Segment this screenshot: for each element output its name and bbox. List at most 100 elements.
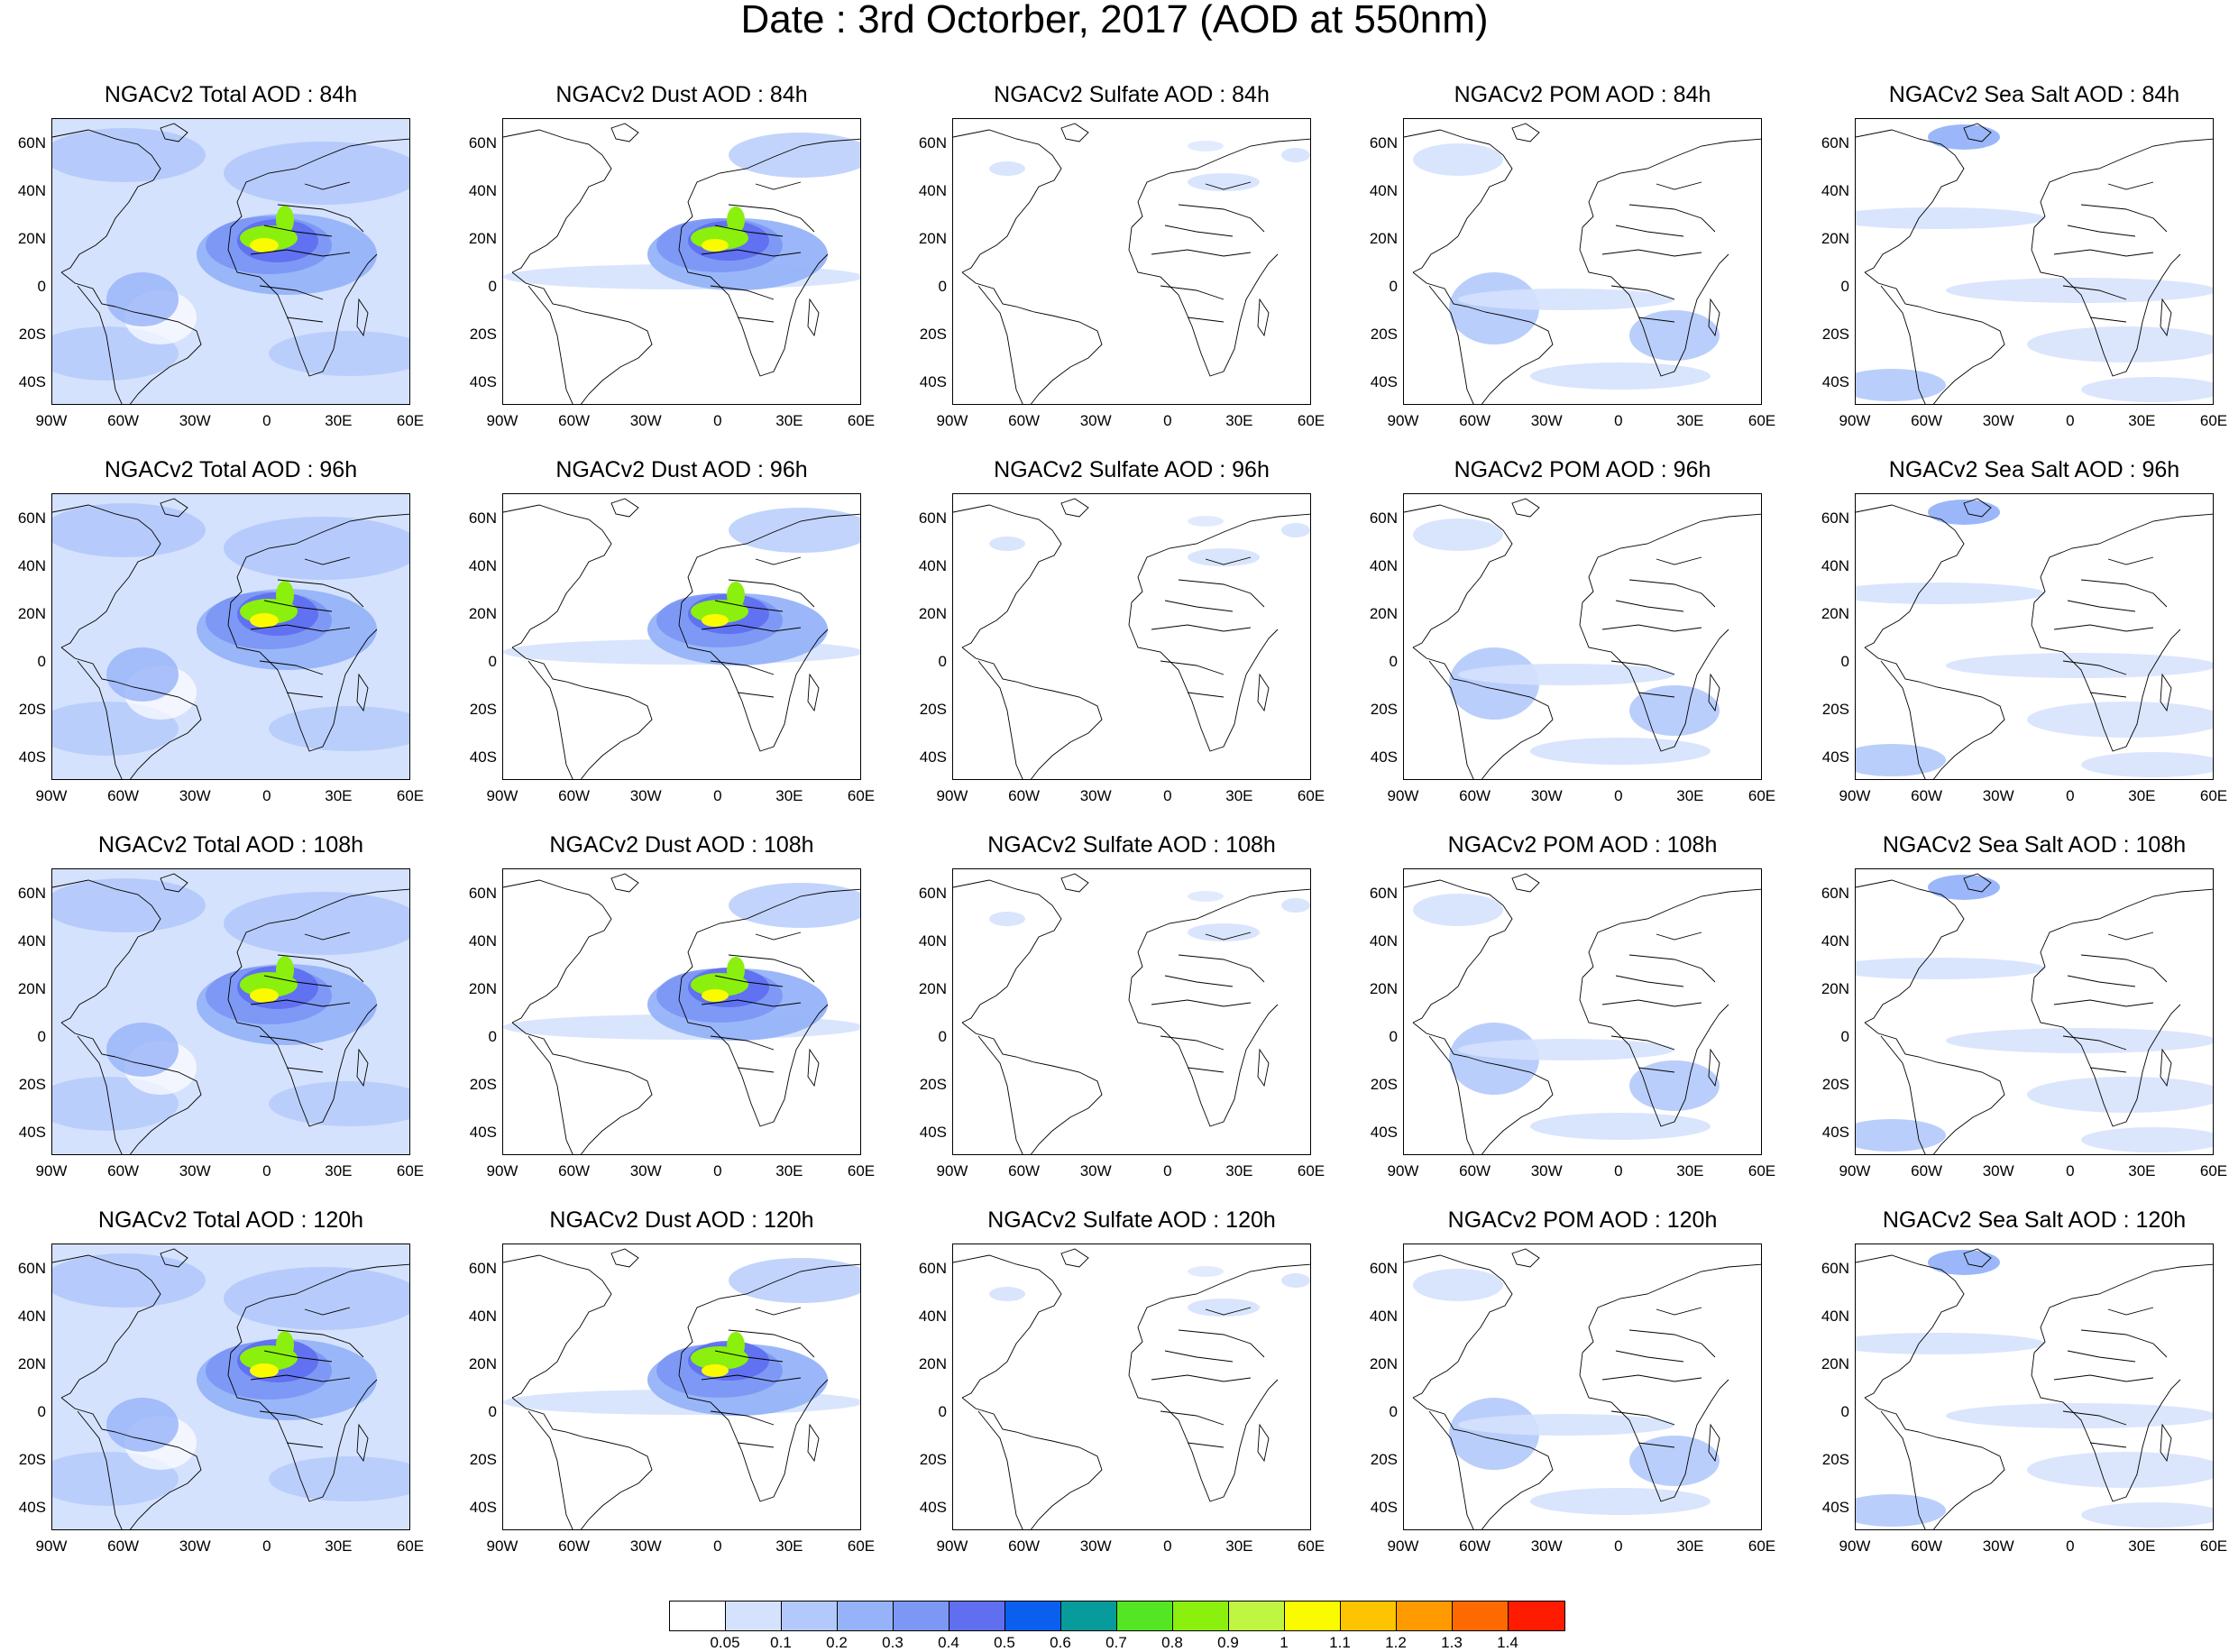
panel-title: NGACv2 Sea Salt AOD : 96h (1888, 457, 2180, 482)
lat-tick-label: 40S (1370, 373, 1398, 390)
lat-tick-label: 60N (1821, 134, 1849, 151)
lat-tick-label: 40S (919, 748, 947, 766)
lat-tick-label: 0 (37, 653, 46, 670)
lon-tick-label: 90W (486, 787, 518, 804)
lon-tick-label: 60E (1297, 787, 1325, 804)
lon-tick-label: 30W (1079, 412, 1112, 429)
colorbar-tick-label: 0.7 (1105, 1634, 1127, 1651)
lon-tick-label: 60E (2199, 1162, 2228, 1179)
lat-tick-label: 20S (1370, 326, 1398, 343)
lon-tick-label: 30E (1676, 787, 1704, 804)
colorbar-tick-label: 0.2 (826, 1634, 848, 1651)
lon-tick-label: 60W (1911, 1537, 1943, 1555)
panel-title: NGACv2 Sulfate AOD : 120h (987, 1207, 1276, 1233)
lat-tick-label: 0 (488, 653, 497, 670)
lat-tick-label: 20S (469, 701, 497, 718)
lon-tick-label: 0 (713, 412, 722, 429)
colorbar-tick-label: 0.3 (882, 1634, 904, 1651)
lon-tick-label: 90W (486, 412, 518, 429)
map-panel-pom-120h (1403, 1244, 1762, 1530)
panel-title: NGACv2 Sea Salt AOD : 120h (1882, 1207, 2187, 1233)
colorbar-tick-label: 0.8 (1161, 1634, 1183, 1651)
lon-tick-label: 0 (2066, 1537, 2075, 1555)
lat-tick-label: 0 (938, 1028, 947, 1045)
lon-tick-label: 30E (1676, 1162, 1704, 1179)
lon-tick-label: 0 (262, 1537, 271, 1555)
lat-tick-label: 40N (468, 557, 497, 574)
lat-tick-label: 20N (1369, 1355, 1398, 1372)
lat-tick-label: 20N (468, 605, 497, 622)
lat-tick-label: 20N (468, 980, 497, 997)
lat-tick-label: 60N (918, 509, 947, 527)
lat-tick-label: 40N (918, 182, 947, 199)
map-panel-pom-96h (1403, 493, 1762, 780)
lon-tick-label: 30E (775, 1162, 803, 1179)
lon-tick-label: 90W (1839, 1537, 1871, 1555)
lon-tick-label: 90W (1387, 1537, 1419, 1555)
lat-tick-label: 20N (17, 1355, 46, 1372)
lon-tick-label: 60W (558, 787, 591, 804)
lon-tick-label: 30W (1982, 1162, 2014, 1179)
lon-tick-label: 60W (558, 1162, 591, 1179)
colorbar-swatch (1341, 1602, 1397, 1630)
lon-tick-label: 0 (1614, 787, 1623, 804)
map-panel-dust-84h (502, 118, 861, 405)
lat-tick-label: 20S (1821, 1451, 1849, 1468)
lon-tick-label: 60E (1297, 1537, 1325, 1555)
lat-tick-label: 0 (938, 653, 947, 670)
lon-tick-label: 60E (2199, 787, 2228, 804)
lon-tick-label: 30W (179, 787, 211, 804)
lat-tick-label: 20N (1369, 605, 1398, 622)
lat-tick-label: 60N (468, 509, 497, 527)
colorbar-tick-label: 1 (1280, 1634, 1289, 1651)
lat-tick-label: 0 (1389, 1028, 1398, 1045)
lon-tick-label: 90W (486, 1537, 518, 1555)
lon-tick-label: 60W (107, 1162, 140, 1179)
lat-tick-label: 0 (37, 278, 46, 295)
panel-title: NGACv2 Dust AOD : 108h (549, 832, 814, 858)
figure-title: Date : 3rd Octorber, 2017 (AOD at 550nm) (740, 0, 1489, 41)
colorbar-tick-label: 0.5 (994, 1634, 1015, 1651)
lon-tick-label: 30E (325, 787, 353, 804)
colorbar-tick-label: 0.4 (938, 1634, 959, 1651)
lon-tick-label: 30W (1530, 1162, 1563, 1179)
panel-title: NGACv2 Dust AOD : 96h (555, 457, 808, 482)
map-panel-sulfate-84h (952, 118, 1311, 405)
lat-tick-label: 20S (469, 1076, 497, 1093)
lon-tick-label: 90W (35, 412, 68, 429)
lon-tick-label: 90W (1387, 1162, 1419, 1179)
lat-tick-label: 20S (919, 701, 947, 718)
lat-tick-label: 20N (1821, 605, 1849, 622)
lon-tick-label: 0 (1614, 1162, 1623, 1179)
lon-tick-label: 90W (35, 1162, 68, 1179)
lat-tick-label: 20N (1369, 230, 1398, 247)
lat-tick-label: 60N (17, 885, 46, 902)
lon-tick-label: 60E (396, 787, 425, 804)
lat-tick-label: 20S (1370, 701, 1398, 718)
panel-title: NGACv2 POM AOD : 108h (1447, 832, 1718, 858)
lon-tick-label: 30W (1079, 1537, 1112, 1555)
lon-tick-label: 60W (1008, 412, 1041, 429)
lon-tick-label: 30E (1225, 787, 1253, 804)
lat-tick-label: 20N (918, 605, 947, 622)
lon-tick-label: 30E (775, 787, 803, 804)
map-panel-seasalt-120h (1855, 1244, 2214, 1530)
lon-tick-label: 90W (1387, 787, 1419, 804)
lat-tick-label: 40N (918, 932, 947, 950)
lon-tick-label: 60W (1008, 1162, 1041, 1179)
map-panel-seasalt-96h (1855, 493, 2214, 780)
colorbar-swatch (1061, 1602, 1117, 1630)
map-panel-sulfate-96h (952, 493, 1311, 780)
panel-title: NGACv2 POM AOD : 120h (1447, 1207, 1718, 1233)
lat-tick-label: 0 (488, 278, 497, 295)
lon-tick-label: 60W (1459, 412, 1491, 429)
colorbar-swatch (726, 1602, 782, 1630)
lon-tick-label: 30E (325, 1537, 353, 1555)
lat-tick-label: 60N (17, 1260, 46, 1277)
colorbar-tick-label: 0.1 (770, 1634, 792, 1651)
colorbar-swatch (670, 1602, 726, 1630)
lat-tick-label: 0 (1840, 1403, 1849, 1420)
colorbar-tick-label: 1.2 (1385, 1634, 1407, 1651)
lat-tick-label: 20N (1821, 230, 1849, 247)
lon-tick-label: 0 (262, 412, 271, 429)
